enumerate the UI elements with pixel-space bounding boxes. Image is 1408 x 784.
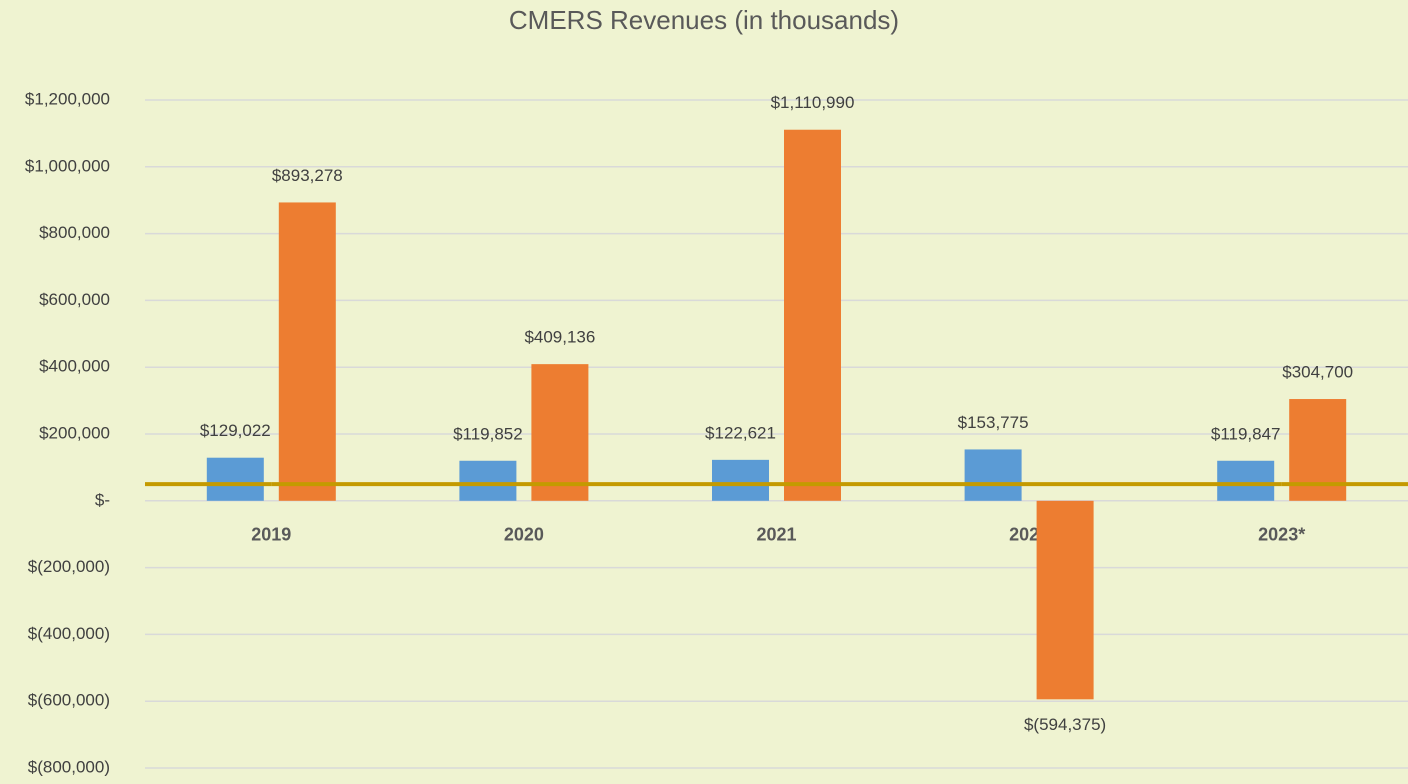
bar: [964, 449, 1022, 501]
x-tick-label: 2021: [756, 525, 796, 545]
data-label: $(594,375): [1024, 715, 1106, 734]
y-tick-label: $600,000: [39, 290, 110, 309]
bar: [784, 129, 841, 501]
chart-title: CMERS Revenues (in thousands): [509, 5, 899, 35]
y-tick-label: $200,000: [39, 423, 110, 442]
bar: [531, 364, 589, 501]
x-tick-label: 2020: [504, 525, 544, 545]
y-tick-label: $(600,000): [28, 691, 110, 710]
y-tick-label: $(400,000): [28, 624, 110, 643]
y-tick-label: $400,000: [39, 357, 110, 376]
data-label: $304,700: [1282, 363, 1353, 382]
y-tick-label: $-: [95, 490, 110, 509]
y-tick-label: $(200,000): [28, 557, 110, 576]
data-label: $129,022: [200, 421, 271, 440]
data-label: $1,110,990: [771, 93, 855, 112]
bar: [1036, 500, 1094, 700]
bar: [712, 459, 769, 501]
y-tick-label: $1,200,000: [25, 89, 110, 108]
y-tick-label: $1,000,000: [25, 156, 110, 175]
bar: [206, 457, 264, 501]
data-label: $893,278: [272, 166, 343, 185]
bar: [1217, 460, 1275, 501]
x-tick-label: 2019: [251, 525, 291, 545]
data-label: $409,136: [524, 328, 595, 347]
data-label: $119,852: [453, 424, 523, 443]
data-label: $119,847: [1211, 424, 1281, 443]
y-tick-label: $800,000: [39, 223, 110, 242]
x-tick-label: 2023*: [1258, 525, 1305, 545]
data-label: $153,775: [958, 413, 1029, 432]
bar: [278, 202, 336, 501]
data-label: $122,621: [705, 423, 776, 442]
y-tick-label: $(800,000): [28, 757, 110, 776]
bar: [459, 460, 517, 501]
